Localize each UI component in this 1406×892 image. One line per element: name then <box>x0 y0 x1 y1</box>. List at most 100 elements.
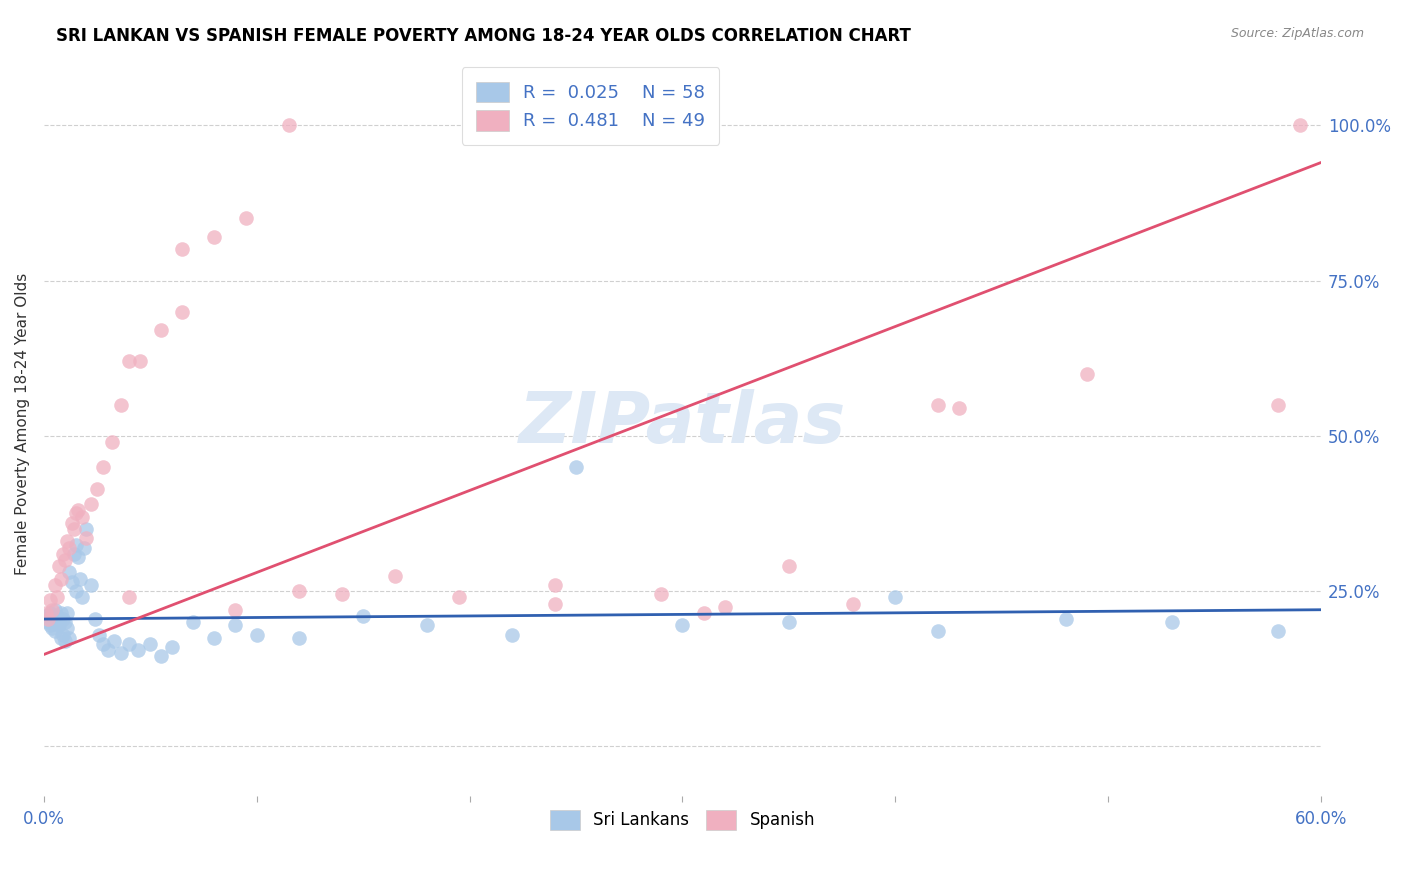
Point <box>48 559 70 574</box>
Point <box>714 599 737 614</box>
Point <box>948 401 970 415</box>
Point <box>39 618 62 632</box>
Point <box>160 640 183 654</box>
Point <box>149 323 172 337</box>
Point <box>45 591 67 605</box>
Text: Source: ZipAtlas.com: Source: ZipAtlas.com <box>1230 27 1364 40</box>
Text: ZIPatlas: ZIPatlas <box>519 389 846 458</box>
Point <box>53 553 76 567</box>
Point <box>37 612 59 626</box>
Point <box>53 615 76 629</box>
Point <box>1161 615 1184 629</box>
Point <box>384 568 406 582</box>
Point <box>45 609 67 624</box>
Point <box>48 618 70 632</box>
Point <box>172 304 194 318</box>
Point <box>93 637 115 651</box>
Point <box>927 624 949 639</box>
Point <box>35 606 58 620</box>
Point <box>288 584 311 599</box>
Point <box>39 606 62 620</box>
Point <box>86 482 108 496</box>
Point <box>52 627 75 641</box>
Point <box>565 459 588 474</box>
Point <box>49 572 72 586</box>
Y-axis label: Female Poverty Among 18-24 Year Olds: Female Poverty Among 18-24 Year Olds <box>15 272 30 574</box>
Point <box>60 516 83 530</box>
Point <box>37 615 59 629</box>
Point <box>288 631 311 645</box>
Point <box>52 612 75 626</box>
Point <box>416 618 439 632</box>
Point <box>66 549 89 564</box>
Point <box>69 572 91 586</box>
Point <box>80 578 103 592</box>
Point <box>139 637 162 651</box>
Point <box>1054 612 1077 626</box>
Point <box>48 615 70 629</box>
Point <box>75 522 97 536</box>
Point <box>277 118 299 132</box>
Point <box>181 615 204 629</box>
Point <box>35 609 58 624</box>
Point <box>127 643 149 657</box>
Point <box>65 537 87 551</box>
Point <box>70 509 93 524</box>
Point <box>224 603 246 617</box>
Legend: Sri Lankans, Spanish: Sri Lankans, Spanish <box>543 804 821 836</box>
Point <box>118 591 141 605</box>
Point <box>93 459 115 474</box>
Point <box>49 631 72 645</box>
Point <box>202 230 225 244</box>
Point <box>927 398 949 412</box>
Point <box>202 631 225 645</box>
Point <box>778 615 800 629</box>
Point <box>128 354 150 368</box>
Point <box>89 627 111 641</box>
Point <box>110 398 132 412</box>
Point <box>58 566 80 580</box>
Point <box>330 587 353 601</box>
Point <box>44 578 66 592</box>
Point <box>56 606 79 620</box>
Point <box>65 584 87 599</box>
Point <box>62 522 84 536</box>
Point <box>118 354 141 368</box>
Point <box>1267 398 1289 412</box>
Point <box>224 618 246 632</box>
Point <box>1076 367 1098 381</box>
Point <box>58 631 80 645</box>
Point <box>235 211 257 226</box>
Point <box>246 627 269 641</box>
Point <box>149 649 172 664</box>
Point <box>544 597 567 611</box>
Point <box>41 603 63 617</box>
Point <box>544 578 567 592</box>
Point <box>41 612 63 626</box>
Point <box>110 646 132 660</box>
Point <box>65 507 87 521</box>
Point <box>84 612 107 626</box>
Point <box>884 591 907 605</box>
Point <box>352 609 374 624</box>
Text: SRI LANKAN VS SPANISH FEMALE POVERTY AMONG 18-24 YEAR OLDS CORRELATION CHART: SRI LANKAN VS SPANISH FEMALE POVERTY AMO… <box>56 27 911 45</box>
Point <box>650 587 672 601</box>
Point <box>101 435 124 450</box>
Point <box>62 547 84 561</box>
Point <box>39 593 62 607</box>
Point <box>56 534 79 549</box>
Point <box>66 503 89 517</box>
Point <box>58 541 80 555</box>
Point <box>103 633 125 648</box>
Point <box>56 621 79 635</box>
Point <box>44 603 66 617</box>
Point <box>44 624 66 639</box>
Point <box>52 547 75 561</box>
Point <box>172 243 194 257</box>
Point <box>447 591 470 605</box>
Point <box>693 606 716 620</box>
Point <box>60 574 83 589</box>
Point <box>53 633 76 648</box>
Point <box>70 591 93 605</box>
Point <box>80 497 103 511</box>
